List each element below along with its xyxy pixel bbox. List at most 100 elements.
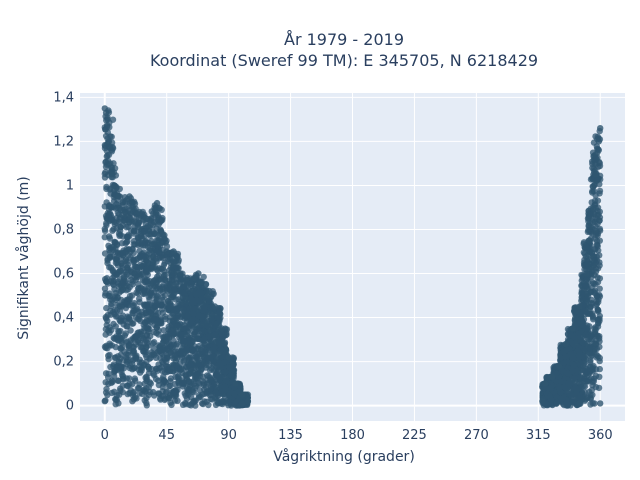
scatter-point: [133, 227, 140, 235]
scatter-point: [119, 222, 127, 229]
scatter-point: [173, 361, 180, 369]
scatter-point: [120, 376, 127, 383]
scatter-point: [581, 388, 588, 396]
scatter-point: [109, 216, 116, 224]
scatter-point: [567, 351, 574, 358]
scatter-point: [226, 364, 233, 371]
scatter-point: [110, 361, 118, 368]
scatter-point: [151, 302, 158, 309]
scatter-point: [195, 312, 203, 320]
scatter-point: [117, 250, 124, 257]
scatter-point: [214, 397, 221, 405]
scatter-point: [184, 385, 191, 392]
scatter-point: [169, 277, 176, 284]
scatter-point: [122, 240, 129, 247]
scatter-point: [155, 348, 162, 355]
scatter-point: [159, 230, 166, 238]
scatter-point: [104, 123, 111, 130]
scatter-point: [157, 276, 164, 283]
scatter-point: [136, 390, 143, 397]
scatter-point: [213, 320, 220, 327]
scatter-point: [148, 315, 155, 323]
scatter-point: [163, 248, 170, 255]
scatter-point: [584, 255, 591, 262]
scatter-point: [181, 335, 189, 342]
scatter-point: [596, 237, 603, 244]
scatter-point: [138, 250, 146, 258]
scatter-point: [562, 347, 569, 354]
scatter-point: [187, 318, 195, 326]
scatter-point: [144, 278, 151, 285]
scatter-point: [596, 259, 603, 266]
scatter-point: [130, 396, 137, 403]
scatter-point: [195, 289, 203, 297]
scatter-point: [151, 289, 158, 296]
scatter-point: [179, 283, 186, 290]
scatter-point: [109, 274, 116, 282]
scatter-point: [162, 315, 169, 323]
scatter-point: [145, 244, 152, 251]
scatter-point: [141, 319, 148, 326]
scatter-point: [542, 380, 549, 387]
scatter-point: [197, 393, 204, 400]
scatter-point: [125, 314, 133, 321]
scatter-point: [216, 309, 223, 316]
scatter-point: [208, 311, 215, 318]
y-tick-label: 0,4: [53, 311, 74, 326]
scatter-point: [163, 301, 171, 308]
scatter-point: [150, 259, 157, 267]
scatter-point: [106, 324, 114, 331]
scatter-point: [225, 354, 232, 361]
scatter-point: [177, 275, 184, 282]
scatter-point: [170, 259, 177, 266]
scatter-point: [152, 212, 159, 219]
scatter-point: [563, 399, 570, 407]
scatter-point: [216, 373, 223, 380]
scatter-point: [114, 278, 122, 285]
scatter-point: [138, 263, 145, 270]
scatter-point: [124, 261, 132, 269]
scatter-point: [204, 322, 211, 329]
scatter-point: [589, 183, 596, 190]
y-tick-label: 1: [66, 178, 74, 193]
scatter-point: [168, 294, 175, 301]
scatter-point: [115, 193, 122, 200]
scatter-point: [583, 270, 590, 277]
scatter-point: [126, 389, 133, 397]
scatter-point: [161, 259, 168, 266]
scatter-point: [112, 323, 120, 330]
scatter-point: [134, 285, 142, 292]
scatter-point: [161, 292, 169, 299]
scatter-point: [135, 239, 143, 246]
scatter-point: [129, 343, 137, 351]
scatter-point: [109, 145, 117, 152]
scatter-point: [126, 356, 134, 364]
scatter-point: [208, 315, 215, 323]
scatter-point: [156, 365, 163, 372]
scatter-point: [184, 312, 192, 319]
scatter-point: [106, 186, 114, 193]
scatter-point: [592, 133, 599, 140]
scatter-point: [594, 306, 601, 314]
scatter-point: [190, 310, 197, 317]
scatter-point: [158, 320, 165, 327]
scatter-point: [170, 309, 177, 317]
y-axis-title: Signifikant våghöjd (m): [15, 176, 32, 339]
scatter-point: [119, 334, 126, 342]
scatter-point: [592, 372, 600, 380]
scatter-point: [584, 244, 591, 251]
scatter-point: [221, 383, 229, 390]
scatter-point: [113, 333, 120, 340]
scatter-point: [126, 193, 133, 200]
x-tick-label: 90: [220, 428, 237, 443]
scatter-point: [192, 362, 199, 369]
scatter-point: [131, 375, 138, 382]
scatter-point: [562, 340, 569, 348]
scatter-point: [196, 342, 203, 350]
scatter-point: [188, 296, 195, 303]
scatter-point: [168, 288, 176, 296]
scatter-point: [562, 353, 569, 360]
scatter-point: [157, 302, 164, 309]
scatter-point: [231, 390, 238, 398]
